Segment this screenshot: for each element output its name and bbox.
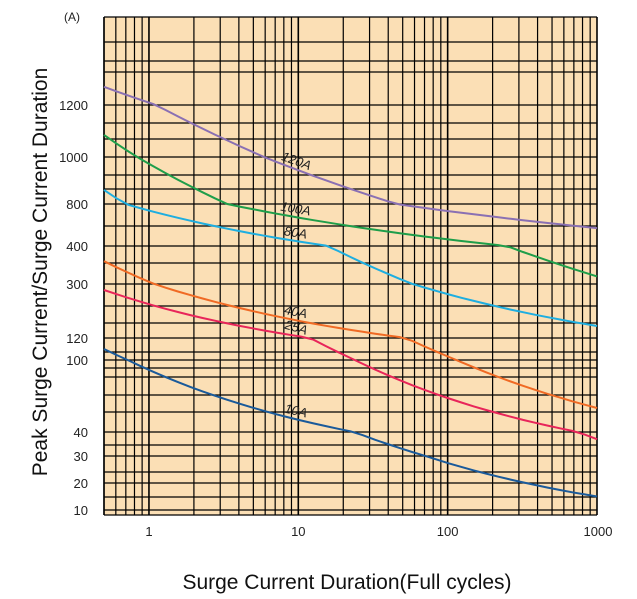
y-tick-label: 100 [66,353,88,368]
y-tick-label: 120 [66,331,88,346]
plot-area [104,17,597,515]
series-line-80A [103,189,598,327]
y-tick-label: 30 [74,449,88,464]
x-tick-label: 1000 [584,524,613,539]
x-tick-label: 1 [145,524,152,539]
y-tick-label: 800 [66,197,88,212]
series-label-10A: 10A [283,401,309,421]
x-tick-label: 100 [437,524,459,539]
y-tick-label: 1200 [59,98,88,113]
y-tick-label: 10 [74,503,88,518]
y-tick-label: 40 [74,425,88,440]
y-axis-title: Peak Surge Current/Surge Current Duratio… [29,68,52,477]
series-line-100A [103,134,598,278]
horizontal-gridlines [104,16,597,516]
series-line-25A [103,289,598,441]
series-lines [103,85,598,498]
series-line-120A [103,85,598,230]
series-line-40A [103,260,598,409]
series-label-80A: 80A [283,223,308,241]
y-tick-label: 400 [66,239,88,254]
y-tick-label: 20 [74,476,88,491]
x-tick-label: 10 [291,524,305,539]
y-unit-label: (A) [64,10,80,24]
x-axis-title: Surge Current Duration(Full cycles) [182,571,511,594]
y-tick-labels: 10 20 30 40 100 120 300 400 800 1000 1200 [59,98,88,518]
x-tick-labels: 1 10 100 1000 [145,524,612,539]
y-tick-label: 300 [66,277,88,292]
series-line-10A [103,348,598,498]
series-label-100A: 100A [280,199,312,219]
series-label-40A: 40A [283,302,309,321]
y-tick-label: 1000 [59,150,88,165]
series-label-25A: 25A [282,317,309,338]
plot-background [104,17,597,515]
